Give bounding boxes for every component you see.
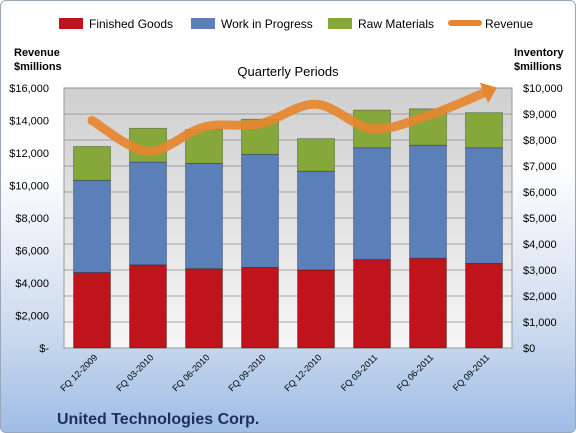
- legend-label-raw-materials: Raw Materials: [358, 17, 434, 31]
- x-tick-label: FQ 03-2010: [114, 352, 155, 393]
- left-tick-label: $6,000: [15, 246, 49, 258]
- x-tick-label: FQ 03-2011: [339, 352, 380, 393]
- left-tick-label: $12,000: [9, 148, 49, 160]
- x-tick-label: FQ 09-2010: [226, 352, 267, 393]
- bar-work-in-progress-fq-12-2009: [73, 179, 111, 274]
- bar-finished-goods-fq-09-2011: [465, 263, 503, 349]
- bar-finished-goods-fq-09-2010: [241, 266, 279, 349]
- legend: Finished Goods Work in Progress Raw Mate…: [59, 17, 533, 31]
- left-tick-label: $4,000: [15, 278, 49, 290]
- right-axis-title-line1: Inventory: [514, 47, 564, 59]
- bar-finished-goods-fq-12-2010: [297, 269, 335, 349]
- bar-raw-materials-fq-12-2010: [297, 138, 335, 172]
- left-tick-label: $8,000: [15, 213, 49, 225]
- right-tick-label: $3,000: [523, 265, 557, 277]
- left-tick-label: $14,000: [9, 116, 49, 128]
- revenue-point-fq-06-2011: [427, 114, 429, 117]
- right-axis-ticks: $0 $1,000 $2,000 $3,000 $4,000 $5,000 $6,000 $7…: [523, 83, 563, 355]
- bar-work-in-progress-fq-12-2010: [297, 170, 335, 271]
- right-tick-label: $5,000: [523, 213, 557, 225]
- legend-swatch-finished-goods: [59, 18, 83, 29]
- left-tick-label: $10,000: [9, 181, 49, 193]
- legend-swatch-raw-materials: [328, 18, 352, 29]
- bar-finished-goods-fq-06-2010: [185, 268, 223, 349]
- bar-raw-materials-fq-09-2011: [465, 112, 503, 149]
- right-tick-label: $10,000: [523, 83, 563, 95]
- revenue-point-fq-12-2010: [315, 103, 317, 106]
- left-tick-label: $-: [39, 343, 49, 355]
- x-axis-ticks: FQ 12-2009 FQ 03-2010 FQ 06-2010 FQ 09-2010…: [58, 352, 491, 393]
- left-axis-ticks: $- $2,000 $4,000 $6,000 $8,000 $10,000 $12,000…: [9, 83, 49, 355]
- right-tick-label: $6,000: [523, 187, 557, 199]
- legend-label-work-in-progress: Work in Progress: [221, 17, 313, 31]
- right-tick-label: $1,000: [523, 317, 557, 329]
- bar-work-in-progress-fq-09-2011: [465, 147, 503, 264]
- chart-title: Quarterly Periods: [237, 64, 339, 79]
- revenue-line: [87, 88, 489, 156]
- revenue-point-fq-12-2009: [91, 119, 93, 122]
- bar-finished-goods-fq-03-2011: [353, 259, 391, 349]
- right-axis-title-line2: $millions: [514, 61, 562, 73]
- revenue-point-fq-03-2011: [371, 127, 373, 130]
- right-tick-label: $2,000: [523, 291, 557, 303]
- right-tick-label: $7,000: [523, 161, 557, 173]
- bar-work-in-progress-fq-03-2010: [129, 161, 167, 266]
- x-tick-label: FQ 06-2011: [395, 352, 436, 393]
- x-tick-label: FQ 06-2010: [170, 352, 211, 393]
- revenue-arrow-head: [479, 82, 497, 104]
- revenue-point-fq-09-2010: [259, 122, 261, 125]
- revenue-point-fq-06-2010: [203, 126, 205, 128]
- bar-finished-goods-fq-12-2009: [73, 272, 111, 349]
- x-tick-label: FQ 09-2011: [451, 352, 492, 393]
- bar-finished-goods-fq-06-2011: [409, 257, 447, 349]
- right-tick-label: $0: [523, 343, 535, 355]
- left-axis-title-line2: $millions: [14, 61, 62, 73]
- right-tick-label: $9,000: [523, 109, 557, 121]
- legend-swatch-work-in-progress: [191, 18, 215, 29]
- x-tick-label: FQ 12-2009: [58, 352, 99, 393]
- bar-finished-goods-fq-03-2010: [129, 264, 167, 349]
- legend-label-finished-goods: Finished Goods: [89, 17, 173, 31]
- bar-work-in-progress-fq-06-2010: [185, 162, 223, 270]
- bar-work-in-progress-fq-09-2010: [241, 153, 279, 268]
- left-tick-label: $16,000: [9, 83, 49, 95]
- bar-work-in-progress-fq-03-2011: [353, 147, 391, 261]
- company-name: United Technologies Corp.: [57, 411, 259, 428]
- x-tick-label: FQ 12-2010: [282, 352, 323, 393]
- right-tick-label: $4,000: [523, 239, 557, 251]
- left-axis-title-line1: Revenue: [14, 47, 60, 59]
- bar-work-in-progress-fq-06-2011: [409, 144, 447, 259]
- revenue-line-group: [87, 82, 497, 156]
- right-tick-label: $8,000: [523, 135, 557, 147]
- left-tick-label: $2,000: [15, 311, 49, 323]
- bar-raw-materials-fq-12-2009: [73, 146, 111, 181]
- revenue-point-fq-03-2010: [147, 150, 149, 153]
- legend-label-revenue: Revenue: [485, 17, 533, 31]
